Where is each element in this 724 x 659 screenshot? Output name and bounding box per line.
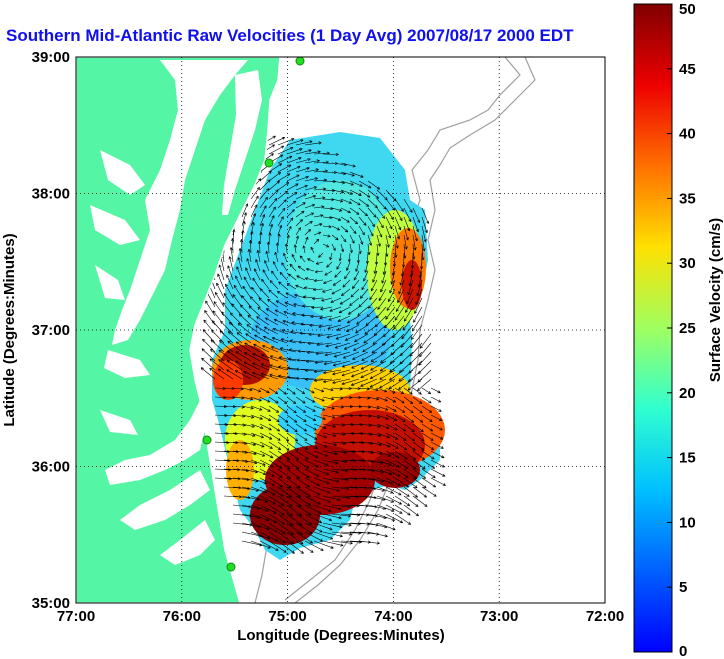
inland-water [90,60,262,565]
x-tick-label: 72:00 [586,608,624,625]
radar-station [226,562,236,572]
y-axis-label: Latitude (Degrees:Minutes) [1,233,18,426]
y-tick-label: 39:00 [32,49,70,66]
x-tick-label: 73:00 [480,608,518,625]
colorbar-gradient [633,3,673,653]
x-axis-label: Longitude (Degrees:Minutes) [237,627,445,644]
colorbar-tick-label: 25 [679,320,696,337]
y-tick-label: 37:00 [32,322,70,339]
y-tick-label: 36:00 [32,459,70,476]
colorbar-tick-label: 50 [679,1,696,18]
colorbar-label: Surface Velocity (cm/s) [707,218,724,382]
x-tick-label: 76:00 [163,608,201,625]
colorbar-tick-label: 15 [679,450,696,467]
plot-frame [75,56,606,604]
radar-station [295,57,305,66]
colorbar-tick-label: 0 [679,643,687,659]
y-axis-ticks: 39:00 38:00 37:00 36:00 35:00 [32,49,70,612]
colorbar-tick-label: 30 [679,255,696,272]
x-tick-label: 77:00 [57,608,95,625]
radar-station [264,158,274,168]
map-grid [76,57,605,603]
x-tick-label: 75:00 [268,608,306,625]
map-plot-area: 77:00 76:00 75:00 74:00 73:00 72:00 39:00 38:0… [1,49,624,644]
colorbar-tick-label: 45 [679,61,696,78]
x-tick-label: 74:00 [374,608,412,625]
y-tick-label: 35:00 [32,595,70,612]
colorbar-tick-label: 10 [679,514,696,531]
y-tick-label: 38:00 [32,186,70,203]
colorbar-tick-label: 20 [679,385,696,402]
radar-station [202,435,212,445]
colorbar-tick-label: 40 [679,126,696,143]
figure-title: Southern Mid-Atlantic Raw Velocities (1 … [6,26,574,45]
colorbar-tick-label: 5 [679,579,687,596]
x-axis-ticks: 77:00 76:00 75:00 74:00 73:00 72:00 [57,608,624,625]
radar-stations [202,57,305,572]
colorbar-tick-label: 35 [679,190,696,207]
